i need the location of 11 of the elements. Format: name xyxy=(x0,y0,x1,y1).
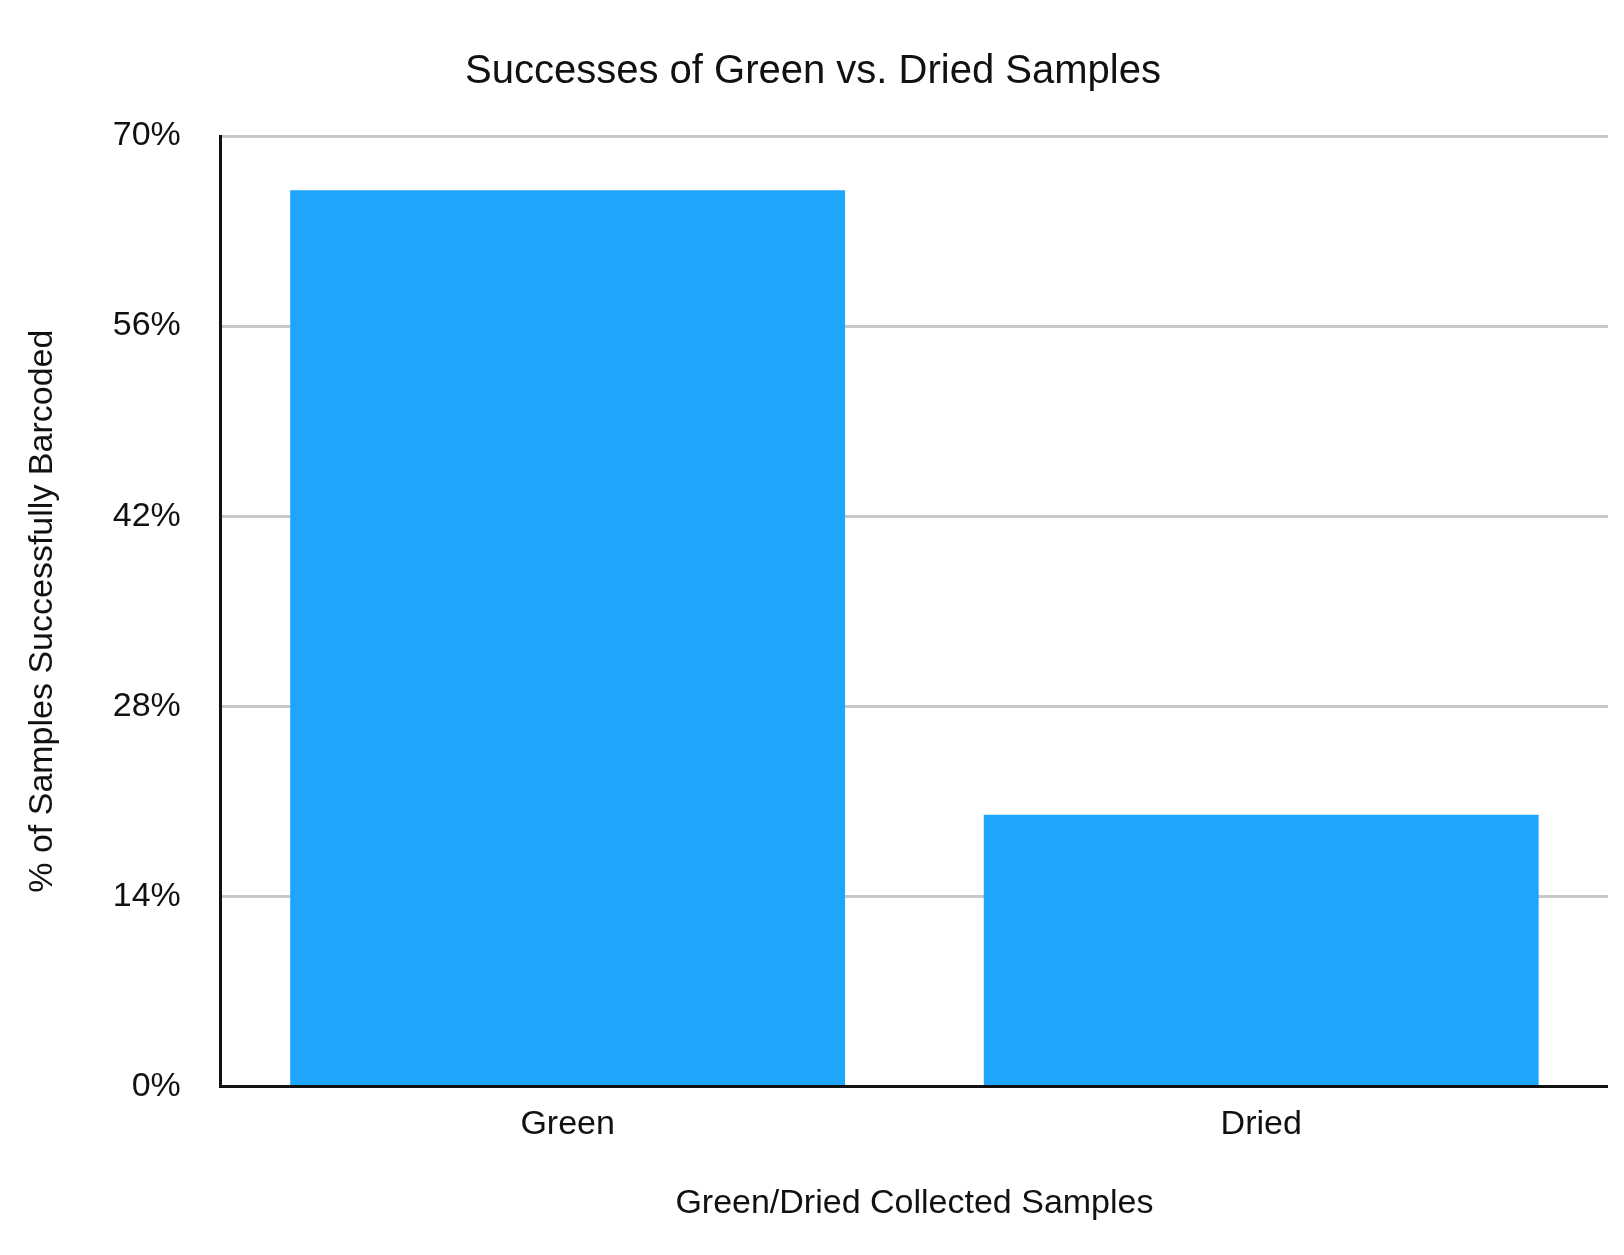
y-axis-title: % of Samples Successfully Barcoded xyxy=(20,329,59,893)
y-tick-label: 70% xyxy=(112,114,181,153)
y-tick-label: 0% xyxy=(131,1064,181,1103)
x-tick-label: Green xyxy=(520,1103,615,1142)
y-tick-label: 42% xyxy=(112,494,181,533)
y-tick-label: 56% xyxy=(112,304,181,343)
y-tick-label: 28% xyxy=(112,684,181,723)
y-tick-label: 14% xyxy=(112,874,181,913)
x-axis-title: Green/Dried Collected Samples xyxy=(675,1181,1154,1220)
chart-title: Successes of Green vs. Dried Samples xyxy=(465,47,1161,92)
x-tick-label: Dried xyxy=(1220,1103,1302,1142)
